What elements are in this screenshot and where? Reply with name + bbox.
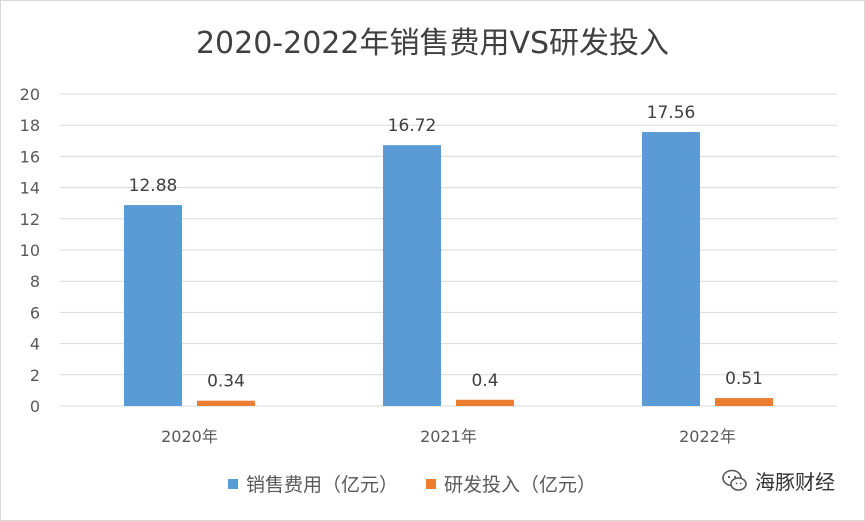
y-tick-label: 4 [30,335,40,354]
y-tick-label: 10 [20,241,40,260]
legend-swatch-sales [228,478,238,489]
y-tick-label: 12 [20,210,40,229]
wechat-icon [722,469,747,491]
y-tick-label: 20 [20,85,40,104]
bar-rnd [456,399,514,406]
x-tick-label: 2021年 [420,427,477,446]
data-label: 0.4 [471,371,498,391]
y-tick-label: 6 [30,303,40,322]
y-tick-label: 2 [30,366,40,385]
legend-label-rnd: 研发投入（亿元） [444,474,597,496]
chart-title: 2020-2022年销售费用VS研发投入 [195,26,670,61]
data-label: 0.34 [207,372,245,392]
watermark-text: 海豚财经 [755,470,835,494]
bar-rnd [715,398,773,406]
y-tick-label: 8 [30,272,40,291]
watermark: 海豚财经 [721,466,835,495]
legend-label-sales: 销售费用（亿元） [246,474,399,496]
bar-rnd [197,400,255,406]
data-label: 17.56 [647,103,696,123]
legend-swatch-rnd [426,478,437,489]
y-tick-label: 0 [30,397,40,416]
bar-sales [383,145,441,406]
bar-sales [642,132,700,406]
bar-sales [124,205,182,406]
x-tick-label: 2022年 [679,427,736,446]
y-tick-label: 16 [20,147,40,166]
y-tick-label: 14 [20,179,40,198]
data-label: 12.88 [129,176,178,196]
legend-item-sales: 销售费用（亿元） [228,470,398,497]
data-label: 0.51 [725,369,763,389]
data-label: 16.72 [388,116,437,136]
x-tick-label: 2020年 [161,427,218,446]
legend: 销售费用（亿元） 研发投入（亿元） [228,470,624,497]
legend-item-rnd: 研发投入（亿元） [426,470,596,497]
y-tick-label: 18 [20,116,40,135]
